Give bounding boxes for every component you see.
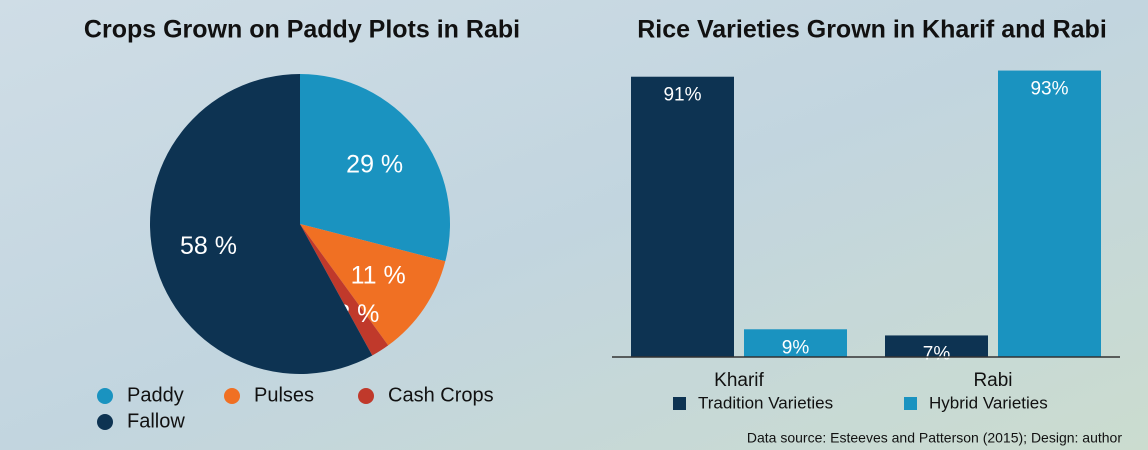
legend-swatch <box>904 397 917 410</box>
bar-value-label: 91% <box>663 85 701 106</box>
legend-label: Cash Crops <box>388 384 494 406</box>
legend-label: Paddy <box>127 384 184 406</box>
slice-label: 11 % <box>351 262 406 290</box>
pie-title: Crops Grown on Paddy Plots in Rabi <box>84 16 520 44</box>
bar-value-label: 7% <box>923 343 951 364</box>
slice-label: 29 % <box>346 151 403 179</box>
legend-label: Tradition Varieties <box>698 393 833 412</box>
bar <box>998 70 1101 357</box>
legend-label: Fallow <box>127 410 185 432</box>
source-note: Data source: Esteeves and Patterson (201… <box>747 430 1122 446</box>
bar <box>631 76 734 357</box>
legend-swatch <box>358 388 374 404</box>
legend-label: Hybrid Varieties <box>929 393 1048 412</box>
legend-swatch <box>673 397 686 410</box>
pie-slice <box>300 224 389 356</box>
bar-value-label: 9% <box>782 337 810 358</box>
pie-slice <box>300 74 450 262</box>
legend-swatch <box>224 388 240 404</box>
bar-value-label: 93% <box>1030 79 1068 100</box>
x-tick-label: Kharif <box>714 370 764 391</box>
bar <box>885 335 988 357</box>
legend-swatch <box>97 388 113 404</box>
x-tick-label: Rabi <box>973 370 1012 391</box>
slice-label: 58 % <box>180 232 237 260</box>
legend-label: Pulses <box>254 384 314 406</box>
bar-title: Rice Varieties Grown in Kharif and Rabi <box>637 16 1107 44</box>
pie-slice <box>150 74 373 375</box>
bar <box>744 329 847 357</box>
pie-slice <box>300 224 446 346</box>
legend-swatch <box>97 414 113 430</box>
